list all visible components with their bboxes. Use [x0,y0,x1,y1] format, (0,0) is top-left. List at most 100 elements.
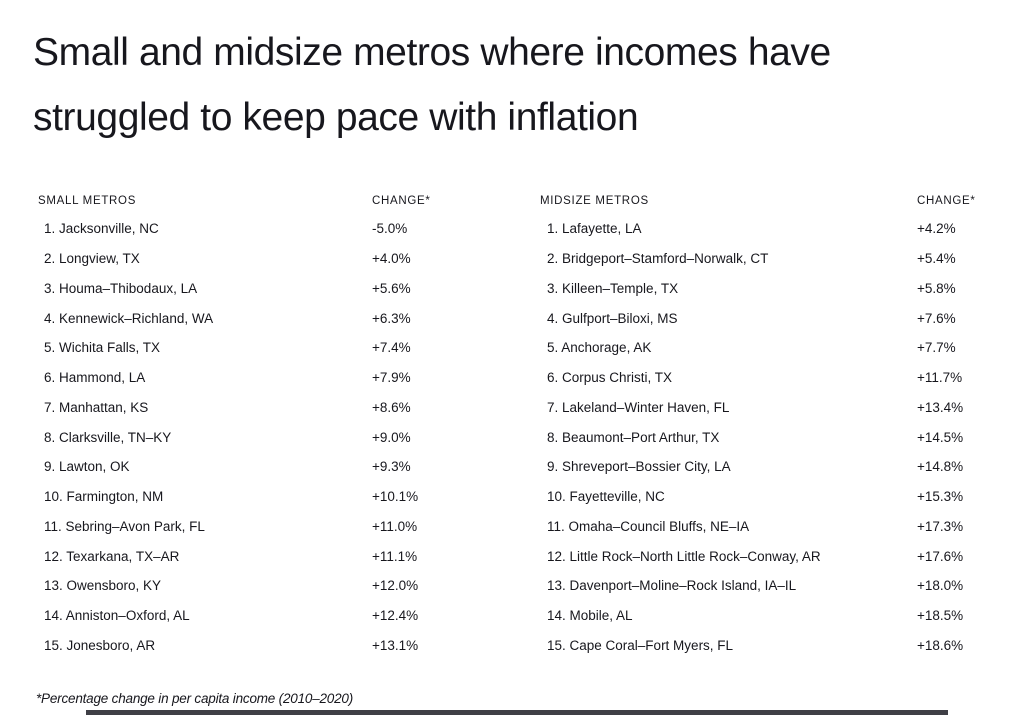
table-row: 6. Hammond, LA +7.9% [38,363,510,393]
metro-name: 7. Lakeland–Winter Haven, FL [547,399,730,415]
table-row: 10. Fayetteville, NC +15.3% [540,482,1012,512]
change-value: +15.3% [917,489,964,505]
change-value: +7.4% [372,340,411,356]
table-body: 1. Jacksonville, NC -5.0% 2. Longview, TX +… [38,214,510,660]
change-value: +7.6% [917,310,956,326]
metro-name: 6. Corpus Christi, TX [547,370,673,386]
metro-name: 12. Texarkana, TX–AR [44,548,180,564]
change-value: +14.5% [917,429,964,445]
change-value: +5.8% [917,280,956,296]
metro-name: 1. Lafayette, LA [547,221,642,237]
table-row: 9. Lawton, OK +9.3% [38,452,510,482]
change-value: +11.0% [372,518,418,534]
change-value: +8.6% [372,399,411,415]
column-header-metros: SMALL METROS [38,194,137,207]
change-value: +17.3% [917,518,964,534]
table-row: 7. Lakeland–Winter Haven, FL +13.4% [540,393,1012,423]
metro-name: 4. Kennewick–Richland, WA [44,310,214,326]
table-row: 12. Texarkana, TX–AR +11.1% [38,541,510,571]
table-row: 1. Jacksonville, NC -5.0% [38,214,510,244]
footnote: *Percentage change in per capita income … [36,691,354,706]
metro-name: 14. Mobile, AL [547,608,633,624]
metro-name: 13. Owensboro, KY [44,578,162,594]
change-value: +18.5% [917,608,964,624]
column-header-change: CHANGE* [372,194,431,207]
metro-name: 4. Gulfport–Biloxi, MS [547,310,678,326]
table-row: 3. Killeen–Temple, TX +5.8% [540,274,1012,304]
change-value: +10.1% [372,489,419,505]
change-value: +17.6% [917,548,964,564]
metro-name: 11. Sebring–Avon Park, FL [44,518,205,534]
small-metros-table: SMALL METROS CHANGE* 1. Jacksonville, NC… [38,187,510,660]
metro-name: 14. Anniston–Oxford, AL [44,608,190,624]
metro-name: 11. Omaha–Council Bluffs, NE–IA [547,518,750,534]
table-row: 14. Anniston–Oxford, AL +12.4% [38,601,510,631]
change-value: +5.6% [372,280,411,296]
table-row: 13. Davenport–Moline–Rock Island, IA–IL +… [540,571,1012,601]
metro-name: 8. Beaumont–Port Arthur, TX [547,429,720,445]
table-row: 9. Shreveport–Bossier City, LA +14.8% [540,452,1012,482]
page-title-line-2: struggled to keep pace with inflation [33,96,639,139]
metro-name: 9. Shreveport–Bossier City, LA [547,459,731,475]
table-row: 5. Anchorage, AK +7.7% [540,333,1012,363]
page-title-line-1: Small and midsize metros where incomes h… [33,31,831,74]
change-value: +7.9% [372,370,411,386]
table-body: 1. Lafayette, LA +4.2% 2. Bridgeport–Stamf… [540,214,1012,660]
table-row: 6. Corpus Christi, TX +11.7% [540,363,1012,393]
change-value: +18.0% [917,578,964,594]
table-row: 2. Bridgeport–Stamford–Norwalk, CT +5.4% [540,244,1012,274]
footer-bar [86,710,948,715]
table-header-row: SMALL METROS CHANGE* [38,187,510,214]
change-value: +18.6% [917,637,964,653]
table-row: 12. Little Rock–North Little Rock–Conway… [540,541,1012,571]
table-row: 11. Omaha–Council Bluffs, NE–IA +17.3% [540,512,1012,542]
table-row: 8. Clarksville, TN–KY +9.0% [38,422,510,452]
metro-name: 5. Wichita Falls, TX [44,340,161,356]
change-value: +11.1% [372,548,418,564]
change-value: +12.4% [372,608,419,624]
table-row: 15. Cape Coral–Fort Myers, FL +18.6% [540,631,1012,661]
change-value: -5.0% [372,221,408,237]
table-row: 8. Beaumont–Port Arthur, TX +14.5% [540,422,1012,452]
metro-name: 9. Lawton, OK [44,459,130,475]
change-value: +9.3% [372,459,411,475]
change-value: +14.8% [917,459,964,475]
change-value: +4.2% [917,221,956,237]
change-value: +13.1% [372,637,419,653]
table-row: 3. Houma–Thibodaux, LA +5.6% [38,274,510,304]
change-value: +12.0% [372,578,419,594]
metro-name: 2. Longview, TX [44,251,140,267]
midsize-metros-table: MIDSIZE METROS CHANGE* 1. Lafayette, LA +… [540,187,1012,660]
metro-name: 3. Houma–Thibodaux, LA [44,280,198,296]
column-header-change: CHANGE* [917,194,976,207]
metro-name: 6. Hammond, LA [44,370,146,386]
change-value: +5.4% [917,251,956,267]
change-value: +7.7% [917,340,956,356]
change-value: +9.0% [372,429,411,445]
metro-name: 10. Farmington, NM [44,489,164,505]
table-row: 15. Jonesboro, AR +13.1% [38,631,510,661]
table-row: 10. Farmington, NM +10.1% [38,482,510,512]
page-title: Small and midsize metros where incomes h… [33,20,831,150]
metro-name: 3. Killeen–Temple, TX [547,280,679,296]
table-header-row: MIDSIZE METROS CHANGE* [540,187,1012,214]
table-row: 13. Owensboro, KY +12.0% [38,571,510,601]
change-value: +11.7% [917,370,963,386]
metro-name: 15. Jonesboro, AR [44,637,156,653]
table-row: 5. Wichita Falls, TX +7.4% [38,333,510,363]
metro-name: 15. Cape Coral–Fort Myers, FL [547,637,734,653]
metro-name: 5. Anchorage, AK [547,340,652,356]
table-row: 14. Mobile, AL +18.5% [540,601,1012,631]
metro-name: 8. Clarksville, TN–KY [44,429,172,445]
table-row: 4. Kennewick–Richland, WA +6.3% [38,303,510,333]
table-row: 7. Manhattan, KS +8.6% [38,393,510,423]
metro-name: 2. Bridgeport–Stamford–Norwalk, CT [547,251,769,267]
metro-name: 13. Davenport–Moline–Rock Island, IA–IL [547,578,797,594]
table-row: 1. Lafayette, LA +4.2% [540,214,1012,244]
metro-name: 1. Jacksonville, NC [44,221,159,237]
change-value: +6.3% [372,310,411,326]
table-row: 2. Longview, TX +4.0% [38,244,510,274]
column-header-metros: MIDSIZE METROS [540,194,649,207]
change-value: +4.0% [372,251,411,267]
